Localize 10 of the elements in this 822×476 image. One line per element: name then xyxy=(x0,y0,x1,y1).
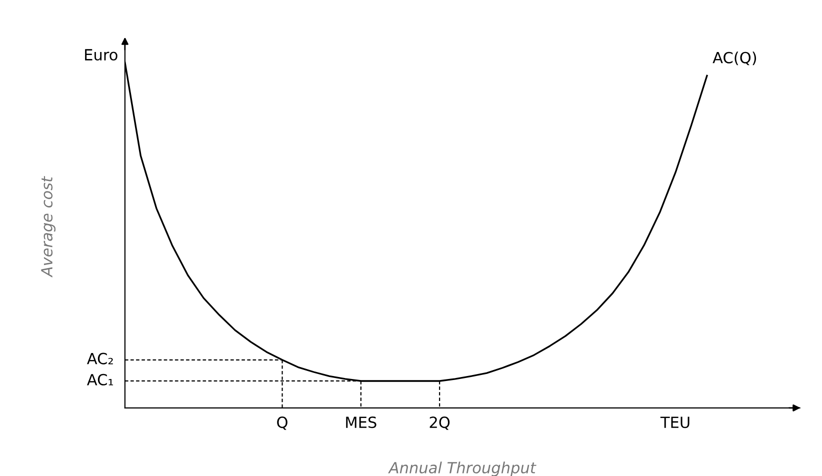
x-tick-label: Q xyxy=(277,416,288,430)
x-axis-title: Annual Throughput xyxy=(388,462,536,476)
y-axis-title: Average cost xyxy=(41,176,56,278)
series-label: AC(Q) xyxy=(712,52,756,66)
text: Euro xyxy=(85,49,118,61)
x-tick-label: 2Q xyxy=(430,416,450,430)
series-label: AC₂ xyxy=(86,352,113,364)
x-tick-label: MES xyxy=(346,416,376,428)
x-tick-label: TEU xyxy=(660,416,690,428)
series-label: AC₁ xyxy=(86,374,113,386)
